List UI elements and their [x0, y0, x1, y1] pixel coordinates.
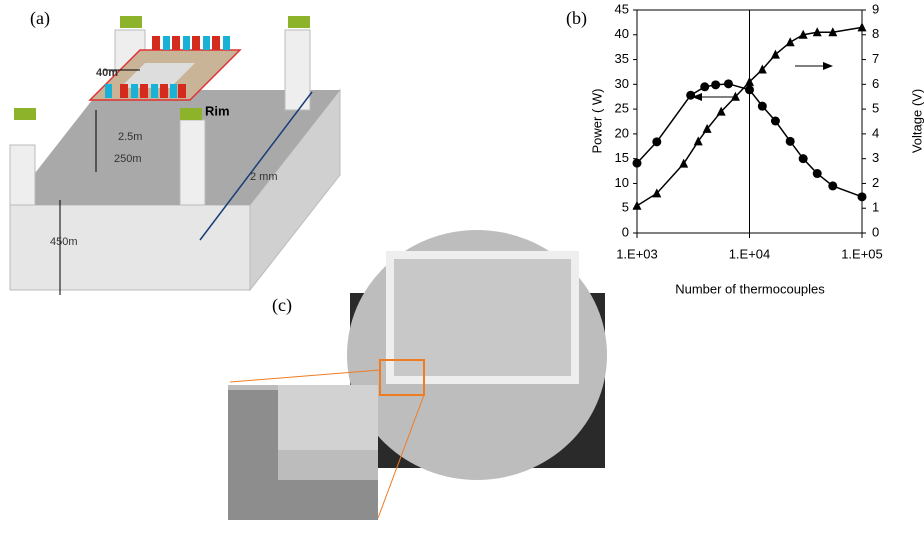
x-tick-label: 1.E+03 — [616, 246, 658, 261]
y-tick-label: 25 — [615, 101, 629, 116]
panel-label: (c) — [272, 295, 292, 316]
y-tick-label: 15 — [615, 150, 629, 165]
y2-tick-label: 7 — [872, 51, 879, 66]
data-point — [652, 137, 661, 146]
panel-label: (b) — [566, 8, 587, 29]
dimension-label: 450m — [50, 236, 78, 248]
data-point — [786, 37, 795, 46]
data-point — [711, 80, 720, 89]
dimension-label: 2.5m — [118, 131, 142, 143]
y-tick-label: 45 — [615, 1, 629, 16]
x-axis-title: Number of thermocouples — [675, 281, 825, 296]
data-point — [786, 137, 795, 146]
micrograph — [228, 230, 607, 520]
y2-axis-title: Voltage (V) — [909, 89, 924, 153]
x-tick-label: 1.E+05 — [841, 246, 883, 261]
y2-tick-label: 4 — [872, 125, 879, 140]
data-point — [758, 102, 767, 111]
dimension-label: 40m — [96, 67, 118, 79]
structure-diagram — [10, 16, 340, 295]
y2-tick-label: 0 — [872, 224, 879, 239]
dimension-label: 250m — [114, 153, 142, 165]
y-tick-label: 5 — [622, 200, 629, 215]
data-point — [771, 117, 780, 126]
y-tick-label: 20 — [615, 125, 629, 140]
y-tick-label: 40 — [615, 26, 629, 41]
data-point — [799, 154, 808, 163]
y2-tick-label: 8 — [872, 26, 879, 41]
figure-canvas: (a) 40m Rim 2.5m 250m 450m 2 mm (c) (b) … — [0, 0, 924, 540]
y2-tick-label: 6 — [872, 76, 879, 91]
figure: (a) 40m Rim 2.5m 250m 450m 2 mm (c) (b) … — [0, 0, 924, 540]
y2-tick-label: 9 — [872, 1, 879, 16]
data-point — [724, 79, 733, 88]
data-point — [686, 91, 695, 100]
x-tick-label: 1.E+04 — [729, 246, 771, 261]
rim-label: Rim — [205, 103, 230, 118]
y-tick-label: 30 — [615, 76, 629, 91]
data-point — [771, 50, 780, 59]
y-tick-label: 10 — [615, 175, 629, 190]
data-point — [828, 181, 837, 190]
data-point — [858, 192, 867, 201]
data-point — [858, 22, 867, 31]
data-point — [633, 201, 642, 210]
arrow-head — [823, 62, 833, 70]
panel-label: (a) — [30, 8, 50, 29]
data-point — [813, 169, 822, 178]
y2-tick-label: 1 — [872, 200, 879, 215]
data-point — [633, 159, 642, 168]
y-tick-label: 35 — [615, 51, 629, 66]
data-point — [745, 85, 754, 94]
y2-tick-label: 2 — [872, 175, 879, 190]
y-axis-title: Power ( W) — [589, 89, 604, 154]
y2-tick-label: 3 — [872, 150, 879, 165]
y2-tick-label: 5 — [872, 101, 879, 116]
dimension-label: 2 mm — [250, 171, 278, 183]
data-point — [700, 82, 709, 91]
y-tick-label: 0 — [622, 224, 629, 239]
